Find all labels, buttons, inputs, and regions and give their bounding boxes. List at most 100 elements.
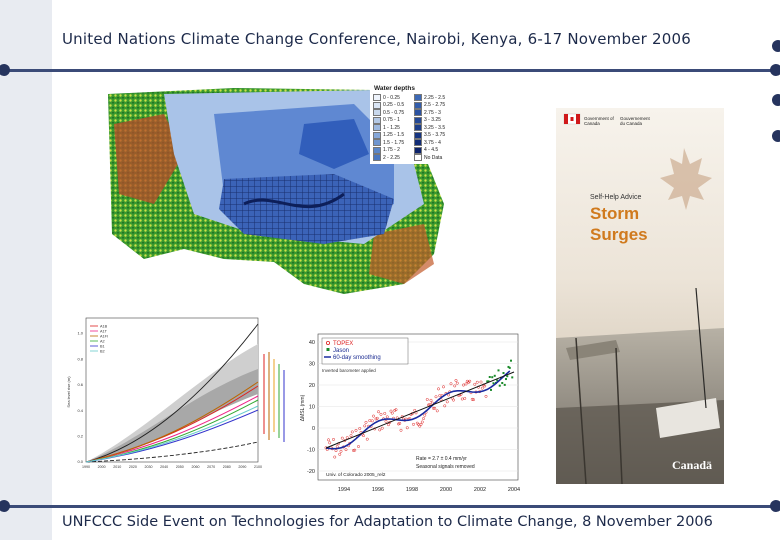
projection-x-tick: 2050 bbox=[176, 465, 184, 469]
projection-x-tick: 2080 bbox=[223, 465, 231, 469]
topex-point bbox=[479, 380, 483, 384]
map-legend-right-item: No Data bbox=[414, 154, 445, 162]
topex-point bbox=[464, 382, 468, 386]
jason-point bbox=[507, 365, 510, 368]
legend-swatch bbox=[414, 94, 422, 102]
topex-point bbox=[380, 426, 384, 430]
projection-lower-bound bbox=[85, 441, 259, 463]
brochure-gov-en: Government of Canada bbox=[584, 116, 614, 126]
map-legend-left-item: 0.75 - 1 bbox=[373, 116, 404, 125]
legend-label: 2 - 2.25 bbox=[383, 154, 400, 161]
legend-swatch bbox=[414, 131, 422, 139]
map-red-land bbox=[114, 114, 184, 204]
topex-point bbox=[453, 384, 457, 388]
projection-x-tick: 2100 bbox=[254, 465, 262, 469]
topex-point bbox=[340, 436, 344, 440]
legend-label: 0.5 - 0.75 bbox=[383, 109, 405, 116]
observation-y-tick: 40 bbox=[309, 340, 315, 346]
inverted-barometer-note: Inverted barometer applied bbox=[322, 368, 376, 373]
topex-point bbox=[429, 398, 433, 402]
jason-point bbox=[497, 369, 500, 372]
maple-leaf-watermark-icon bbox=[660, 148, 712, 210]
deco-dot-3 bbox=[772, 130, 780, 142]
projection-series-b2 bbox=[85, 405, 259, 463]
map-legend-title: Water depths bbox=[374, 85, 415, 92]
legend-label: 3 - 3.25 bbox=[424, 117, 441, 124]
legend-topex-marker bbox=[325, 340, 330, 345]
observation-y-tick: -10 bbox=[307, 448, 315, 454]
legend-swatch bbox=[373, 139, 381, 147]
topex-point bbox=[434, 395, 438, 399]
observation-legend-box bbox=[321, 337, 409, 365]
topex-point bbox=[357, 445, 360, 448]
topex-point bbox=[399, 428, 403, 432]
topex-point bbox=[484, 394, 488, 398]
projection-y-ticks: 0.0 0.2 0.4 0.6 0.8 1.0 bbox=[77, 331, 83, 465]
legend-swatch bbox=[414, 146, 422, 154]
source-text: Univ. of Colorado 2005_rel2 bbox=[326, 472, 386, 478]
slide-title: United Nations Climate Change Conference… bbox=[62, 30, 691, 48]
map-canal bbox=[243, 192, 345, 209]
topex-point bbox=[473, 382, 477, 386]
topex-point bbox=[432, 406, 435, 410]
topex-point bbox=[362, 434, 365, 438]
map-city-streets bbox=[219, 174, 394, 244]
legend-label: 1.5 - 1.75 bbox=[383, 139, 405, 146]
flag-left-band bbox=[564, 114, 568, 124]
jason-point bbox=[506, 375, 509, 378]
flag-right-band bbox=[576, 114, 580, 124]
brochure-mast bbox=[695, 287, 707, 409]
legend-swatch bbox=[414, 124, 422, 132]
topex-point bbox=[365, 437, 369, 441]
map-legend-right-item: 3.25 - 3.5 bbox=[414, 124, 445, 132]
observation-points bbox=[324, 359, 514, 459]
map-legend-left-item: 1 - 1.25 bbox=[373, 124, 404, 132]
topex-point bbox=[389, 409, 393, 413]
jason-point bbox=[486, 380, 489, 383]
jason-point bbox=[487, 380, 490, 383]
bottom-rule-right-dot bbox=[770, 500, 780, 512]
topex-point bbox=[454, 379, 458, 382]
observation-y-label: ΔMSL (mm) bbox=[300, 394, 306, 421]
legend-swatch bbox=[373, 131, 381, 139]
observation-x-ticks: 1994 1996 1998 2000 2002 2004 bbox=[338, 487, 520, 493]
jason-point bbox=[508, 366, 511, 369]
flag-leaf bbox=[570, 117, 574, 121]
projection-legend-label: A1T bbox=[100, 329, 108, 333]
legend-swatch bbox=[373, 124, 381, 132]
map-legend-left-item: 1.5 - 1.75 bbox=[373, 139, 404, 147]
topex-point bbox=[430, 401, 434, 405]
slide-footer: UNFCCC Side Event on Technologies for Ad… bbox=[62, 514, 713, 530]
legend-swatch bbox=[414, 101, 422, 109]
jason-point bbox=[491, 376, 494, 379]
projection-x-tick: 2060 bbox=[191, 465, 199, 469]
topex-point bbox=[363, 424, 367, 428]
top-rule bbox=[4, 69, 774, 72]
topex-point bbox=[354, 428, 358, 432]
brochure-wrecked-boat bbox=[566, 340, 620, 360]
topex-point bbox=[462, 383, 465, 387]
observation-y-tick: 10 bbox=[309, 405, 315, 411]
map-legend-right-item: 4 - 4.5 bbox=[414, 146, 445, 155]
topex-point bbox=[338, 452, 342, 456]
map-legend-right-item: 2.5 - 2.75 bbox=[414, 101, 445, 110]
legend-label: 0.25 - 0.5 bbox=[383, 102, 405, 109]
topex-point bbox=[349, 434, 353, 438]
sea-level-projection-chart: A1B A1T A1FI A2 B1 B2 1990 2000 2010 2020 2030 204… bbox=[62, 314, 290, 472]
top-rule-left-dot bbox=[0, 64, 10, 76]
legend-label: 2.75 - 3 bbox=[424, 109, 441, 116]
projection-legend-label: A1FI bbox=[100, 334, 108, 338]
topex-point bbox=[405, 426, 409, 430]
topex-point bbox=[353, 448, 357, 452]
projection-upper-bound bbox=[85, 323, 259, 463]
projection-y-label: Sea level rise (m) bbox=[66, 376, 71, 408]
legend-topex-label: TOPEX bbox=[333, 341, 353, 347]
projection-legend-label: A1B bbox=[100, 324, 108, 328]
projection-x-tick: 2070 bbox=[207, 465, 215, 469]
left-band bbox=[0, 0, 52, 540]
legend-jason-label: Jason bbox=[333, 348, 349, 354]
seasonal-text: Seasonal signals removed bbox=[416, 464, 475, 470]
map-legend-right-item: 2.75 - 3 bbox=[414, 109, 445, 117]
